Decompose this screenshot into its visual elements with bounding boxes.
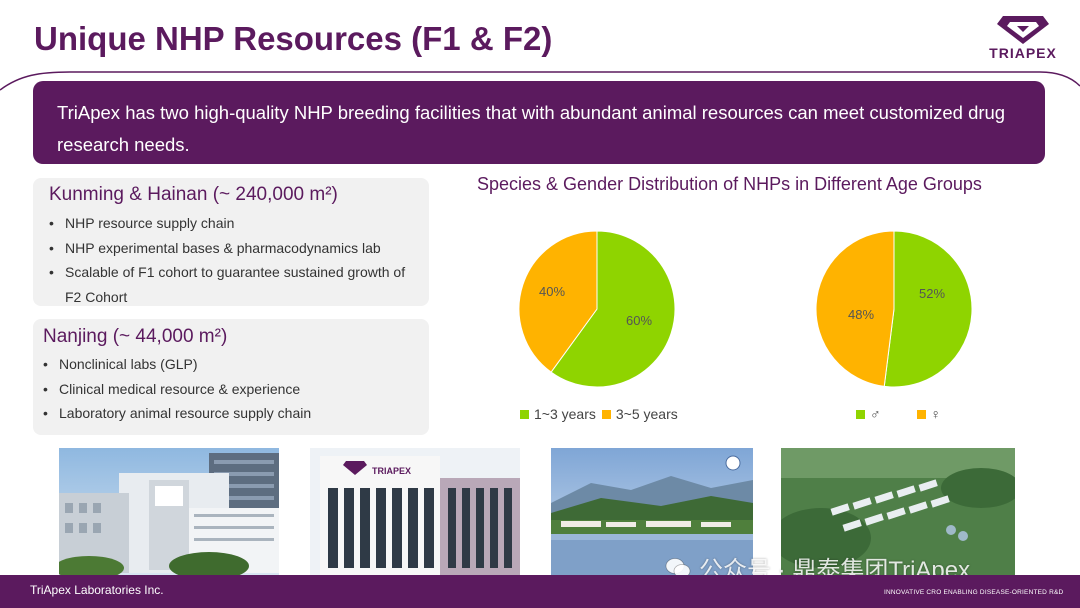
triapex-logo-icon [997, 16, 1049, 44]
pie-data-label: 48% [848, 307, 874, 322]
age-legend: 1~3 years 3~5 years [520, 406, 678, 422]
legend-entry: 1~3 years [520, 406, 596, 422]
legend-swatch [601, 409, 611, 419]
aerial-facility-photo [781, 448, 1015, 576]
pie-charts: 60% 40% 52% 48% [518, 230, 973, 388]
pie-slice [550, 230, 676, 388]
list-item: Scalable of F1 cohort to guarantee susta… [49, 260, 419, 309]
legend-label: ♀ [930, 406, 942, 422]
panel-title: Nanjing (~ 44,000 m²) [43, 326, 228, 347]
mountain-lake-facility-photo [551, 448, 753, 576]
list-item: Clinical medical resource & experience [43, 377, 423, 402]
legend-entry: 3~5 years [601, 406, 678, 422]
pie-slice [518, 230, 598, 373]
triapex-logo: TRIAPEX [978, 14, 1068, 64]
panel-list: NHP resource supply chain NHP experiment… [49, 211, 419, 309]
triapex-building-photo: TRIAPEX [310, 448, 520, 576]
legend-label: ♂ [870, 406, 881, 422]
pie-data-label: 40% [539, 284, 565, 299]
legend-swatch [916, 409, 926, 419]
gender-legend: ♂ ♀ [856, 406, 941, 422]
logo-text: TRIAPEX [989, 45, 1057, 61]
panel-title: Kunming & Hainan (~ 240,000 m²) [49, 184, 338, 205]
legend-swatch [520, 409, 529, 419]
kunming-hainan-panel: Kunming & Hainan (~ 240,000 m²) NHP reso… [33, 178, 429, 306]
list-item: NHP experimental bases & pharmacodynamic… [49, 236, 419, 261]
intro-banner-text: TriApex has two high-quality NHP breedin… [57, 102, 1006, 155]
footer-tagline: INNOVATIVE CRO ENABLING DISEASE-ORIENTED… [884, 589, 1064, 596]
panel-list: Nonclinical labs (GLP) Clinical medical … [43, 352, 423, 426]
legend-entry: ♂ [856, 406, 881, 422]
list-item: NHP resource supply chain [49, 211, 419, 236]
intro-banner: TriApex has two high-quality NHP breedin… [33, 81, 1045, 164]
pie-data-label: 52% [919, 286, 945, 301]
list-item: Laboratory animal resource supply chain [43, 401, 423, 426]
nanjing-panel: Nanjing (~ 44,000 m²) Nonclinical labs (… [33, 319, 429, 435]
legend-label: 1~3 years [534, 406, 596, 422]
charts-title: Species & Gender Distribution of NHPs in… [477, 174, 982, 194]
legend-entry: ♀ [916, 406, 942, 422]
page-title: Unique NHP Resources (F1 & F2) [34, 20, 553, 57]
legend-swatch [856, 409, 865, 419]
pie-slice [883, 230, 973, 388]
office-building-photo [59, 448, 279, 576]
pie-data-label: 60% [626, 313, 652, 328]
footer-bar: TriApex Laboratories Inc. INNOVATIVE CRO… [0, 575, 1080, 608]
footer-company: TriApex Laboratories Inc. [30, 583, 164, 597]
pie-slice [815, 230, 895, 387]
legend-label: 3~5 years [615, 406, 678, 422]
header-arc-line [0, 71, 1080, 91]
building-sign-text: TRIAPEX [372, 466, 411, 476]
list-item: Nonclinical labs (GLP) [43, 352, 423, 377]
